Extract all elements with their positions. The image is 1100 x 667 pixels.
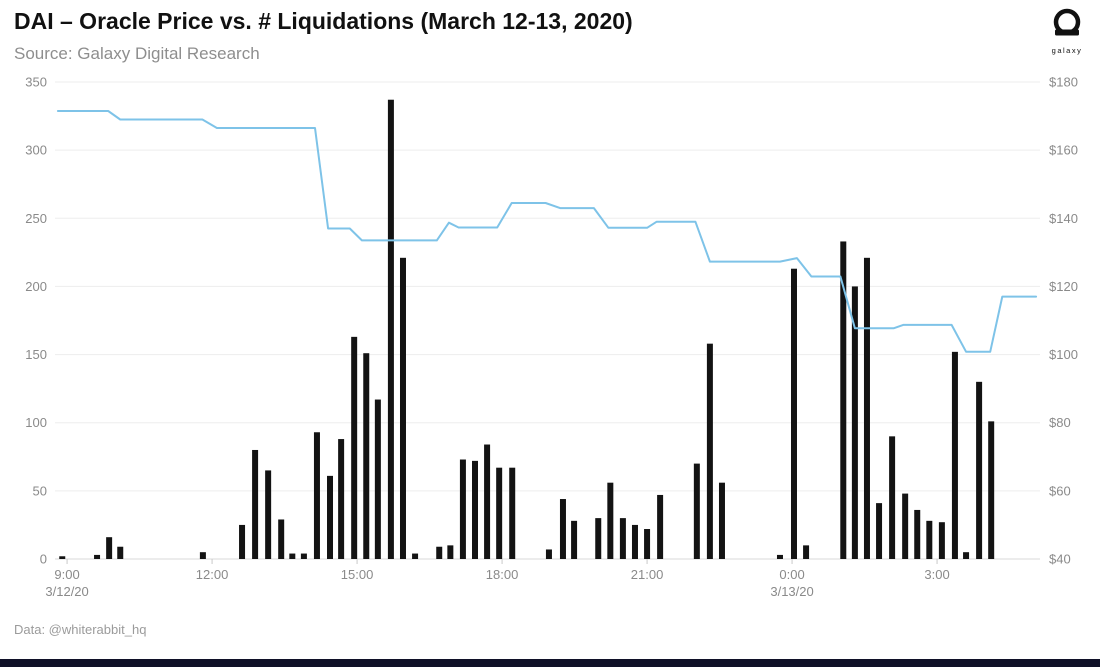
liquidations-vs-price-chart: 0 50 100 150 200 250 300 350 $40 $60 $80 $100 $120 $1… bbox=[25, 75, 1078, 600]
liquidation-bar bbox=[951, 351, 958, 559]
liquidation-bar bbox=[412, 553, 419, 559]
liquidation-bar bbox=[706, 343, 713, 559]
liquidation-bar bbox=[436, 546, 443, 559]
left-axis-tick-label: 100 bbox=[25, 415, 47, 430]
liquidation-bar bbox=[851, 286, 858, 559]
x-axis-tick-label: 3:00 bbox=[924, 567, 949, 582]
x-axis-date-label: 3/13/20 bbox=[770, 584, 813, 599]
source-subtitle: Source: Galaxy Digital Research bbox=[14, 44, 260, 63]
liquidation-bar bbox=[938, 522, 945, 559]
left-axis-tick-label: 350 bbox=[25, 75, 47, 90]
right-axis-tick-label: $180 bbox=[1049, 75, 1078, 90]
x-axis-tick-label: 0:00 bbox=[779, 567, 804, 582]
right-axis-tick-label: $100 bbox=[1049, 347, 1078, 362]
liquidation-bar bbox=[595, 518, 602, 559]
liquidation-bar bbox=[289, 553, 296, 559]
left-axis-tick-label: 300 bbox=[25, 143, 47, 158]
liquidation-bar bbox=[387, 99, 394, 560]
liquidation-bar bbox=[252, 449, 259, 559]
liquidation-bar bbox=[644, 529, 651, 559]
right-axis-tick-label: $40 bbox=[1049, 552, 1071, 567]
liquidation-bar bbox=[790, 268, 797, 559]
liquidation-bar bbox=[363, 353, 370, 559]
liquidation-bar bbox=[840, 241, 847, 559]
liquidation-bar bbox=[300, 553, 307, 559]
right-axis-tick-label: $120 bbox=[1049, 279, 1078, 294]
galaxy-helmet-icon bbox=[1053, 8, 1081, 36]
right-axis-tick-label: $80 bbox=[1049, 415, 1071, 430]
liquidation-bar bbox=[351, 336, 358, 559]
x-axis-tick-label: 12:00 bbox=[196, 567, 229, 582]
right-axis-tick-label: $160 bbox=[1049, 143, 1078, 158]
liquidation-bar bbox=[619, 518, 626, 559]
liquidation-bar bbox=[902, 493, 909, 559]
liquidation-bar bbox=[484, 444, 491, 559]
data-credit: Data: @whiterabbit_hq bbox=[14, 622, 147, 637]
x-axis-date-label: 3/12/20 bbox=[45, 584, 88, 599]
x-axis-tick-label: 9:00 bbox=[54, 567, 79, 582]
liquidation-bar bbox=[718, 482, 725, 559]
liquidation-bar bbox=[559, 499, 566, 559]
page-title: DAI – Oracle Price vs. # Liquidations (M… bbox=[14, 8, 633, 34]
right-axis-tick-label: $60 bbox=[1049, 483, 1071, 498]
liquidation-bar bbox=[199, 552, 206, 559]
liquidation-bar bbox=[571, 520, 578, 559]
oracle-price-line bbox=[56, 110, 1038, 353]
liquidation-bar bbox=[447, 545, 454, 559]
liquidation-bar bbox=[693, 463, 700, 559]
left-axis-tick-label: 0 bbox=[40, 552, 47, 567]
liquidation-bar bbox=[374, 399, 381, 559]
galaxy-logo: galaxy bbox=[1044, 8, 1090, 55]
liquidation-bar bbox=[607, 482, 614, 559]
liquidation-bar bbox=[657, 494, 664, 559]
liquidation-bar bbox=[863, 257, 870, 559]
left-axis-tick-label: 150 bbox=[25, 347, 47, 362]
liquidation-bar bbox=[338, 439, 345, 559]
liquidation-bar bbox=[926, 520, 933, 559]
liquidation-bar bbox=[327, 475, 334, 559]
liquidation-bar bbox=[803, 545, 810, 559]
liquidation-bar bbox=[278, 519, 285, 559]
left-axis-tick-label: 200 bbox=[25, 279, 47, 294]
liquidation-bar bbox=[963, 552, 970, 559]
left-axis-tick-label: 250 bbox=[25, 211, 47, 226]
left-axis-tick-label: 50 bbox=[33, 483, 47, 498]
right-axis-tick-label: $140 bbox=[1049, 211, 1078, 226]
liquidation-bar bbox=[776, 554, 783, 559]
liquidation-bar bbox=[117, 546, 124, 559]
x-axis-tick-label: 18:00 bbox=[486, 567, 519, 582]
x-axis-tick-label: 21:00 bbox=[631, 567, 664, 582]
liquidation-bar bbox=[472, 460, 479, 559]
liquidation-bar bbox=[914, 509, 921, 559]
liquidation-bar bbox=[94, 554, 101, 559]
liquidation-bar bbox=[265, 470, 272, 559]
liquidation-bar bbox=[399, 257, 406, 559]
liquidation-bar bbox=[876, 503, 883, 559]
liquidation-bar bbox=[106, 537, 113, 559]
liquidation-bar bbox=[313, 432, 320, 559]
liquidation-bar bbox=[239, 524, 246, 559]
liquidation-bar bbox=[889, 436, 896, 559]
x-axis-tick-label: 15:00 bbox=[341, 567, 374, 582]
galaxy-logo-label: galaxy bbox=[1051, 46, 1083, 55]
liquidation-bar bbox=[545, 549, 552, 559]
liquidation-bar bbox=[976, 381, 983, 559]
liquidation-bar bbox=[509, 467, 516, 559]
liquidation-bar bbox=[59, 556, 66, 559]
liquidation-bar bbox=[631, 524, 638, 559]
liquidation-bar bbox=[496, 467, 503, 559]
liquidation-bar bbox=[459, 459, 466, 559]
liquidation-bar bbox=[988, 421, 995, 559]
bottom-accent-bar bbox=[0, 659, 1100, 667]
